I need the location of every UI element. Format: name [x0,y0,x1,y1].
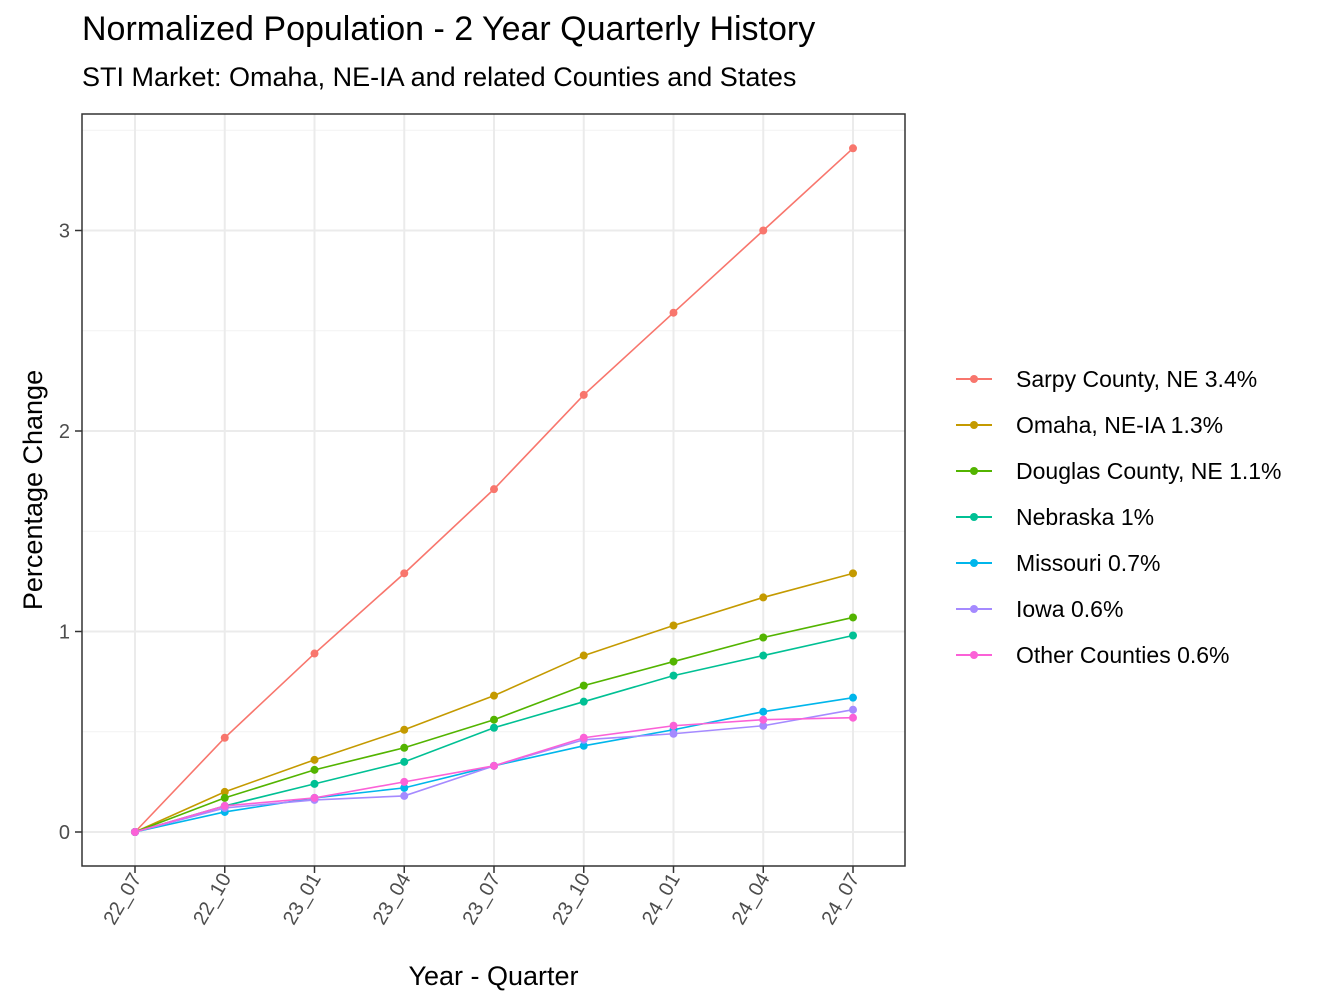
legend-key [950,643,998,667]
data-point [579,651,588,660]
data-point [400,743,409,752]
data-point [579,390,588,399]
data-point [849,705,857,714]
data-point [579,697,588,706]
chart-title: Normalized Population - 2 Year Quarterly… [82,10,816,48]
data-point [579,741,588,750]
data-point [490,715,498,724]
data-point [490,723,498,732]
legend-label: Missouri 0.7% [1016,549,1161,576]
data-point [579,681,588,690]
chart-subtitle: STI Market: Omaha, NE-IA and related Cou… [82,62,797,92]
y-tick-label: 1 [59,622,70,644]
x-axis-title: Year - Quarter [408,961,578,991]
legend-item: Other Counties 0.6% [950,632,1282,678]
x-tick-label: 22_10 [189,870,236,929]
data-point [220,793,229,802]
data-point [669,721,678,730]
data-point [759,721,768,730]
legend-label: Douglas County, NE 1.1% [1016,457,1282,484]
chart-legend: Sarpy County, NE 3.4% Omaha, NE-IA 1.3% Do… [950,356,1282,678]
legend-item: Omaha, NE-IA 1.3% [950,402,1282,448]
x-tick-label: 24_01 [638,870,685,929]
y-tick-label: 3 [59,221,70,243]
data-point [400,791,409,800]
x-tick-label: 24_07 [817,870,864,929]
data-point [759,715,768,724]
data-point [849,569,857,578]
x-tick-label: 23_01 [279,870,326,929]
data-point [310,765,319,774]
data-point [131,828,139,836]
data-point [400,569,409,578]
data-point [669,621,678,630]
y-tick-label: 2 [59,421,70,443]
legend-label: Sarpy County, NE 3.4% [1016,365,1258,392]
data-point [669,657,678,666]
legend-key [950,551,998,575]
data-point [220,733,229,742]
data-point [310,649,319,658]
data-point [310,793,319,802]
legend-item: Iowa 0.6% [950,586,1282,632]
legend-label: Iowa 0.6% [1016,595,1124,622]
legend-key [950,367,998,391]
legend-item: Nebraska 1% [950,494,1282,540]
legend-item: Missouri 0.7% [950,540,1282,586]
data-point [579,733,588,742]
legend-label: Omaha, NE-IA 1.3% [1016,411,1224,438]
legend-item: Douglas County, NE 1.1% [950,448,1282,494]
data-point [310,779,319,788]
data-point [310,755,319,764]
data-point [849,693,857,702]
data-point [759,226,768,235]
x-tick-label: 23_04 [369,870,416,929]
x-tick-label: 22_07 [99,870,146,929]
data-point [759,707,768,716]
y-tick-label: 0 [59,822,70,844]
legend-key [950,413,998,437]
x-tick-label: 24_04 [728,870,775,929]
data-point [400,757,409,766]
x-tick-label: 23_10 [548,870,595,929]
data-point [490,485,498,494]
data-point [759,633,768,642]
data-point [669,671,678,680]
data-point [849,613,857,622]
data-point [490,761,498,770]
x-tick-label: 23_07 [458,870,505,929]
data-point [669,729,678,738]
data-point [400,725,409,734]
data-point [849,144,857,153]
legend-key [950,597,998,621]
data-point [220,801,229,810]
data-point [759,593,768,602]
data-point [849,713,857,722]
legend-key [950,505,998,529]
data-point [220,787,229,796]
legend-item: Sarpy County, NE 3.4% [950,356,1282,402]
data-point [400,783,409,792]
legend-label: Nebraska 1% [1016,503,1155,530]
data-point [490,691,498,700]
data-point [669,308,678,317]
data-point [849,631,857,640]
data-point [759,651,768,660]
data-point [400,777,409,786]
legend-key [950,459,998,483]
y-axis-title: Percentage Change [18,370,48,610]
legend-label: Other Counties 0.6% [1016,641,1230,668]
